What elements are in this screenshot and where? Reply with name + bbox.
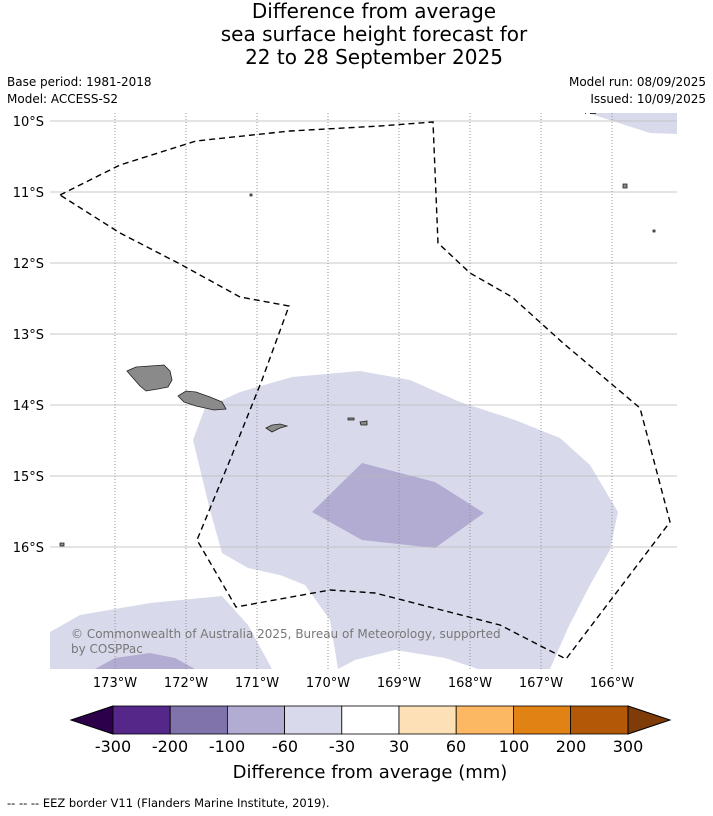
map-area: © Commonwealth of Australia 2025, Bureau… <box>50 113 677 669</box>
colorbar-tick-4: -60 <box>272 737 298 756</box>
islet-3 <box>652 229 656 233</box>
lat-label-11s: 11°S <box>13 186 44 201</box>
colorbar-high-extend <box>627 705 672 735</box>
colorbar-tick-9: 200 <box>556 737 587 756</box>
colorbar-tick-10: 300 <box>613 737 644 756</box>
colorbar-bin-4 <box>284 705 343 735</box>
anomaly-region-light-northeast <box>588 113 677 134</box>
eez-footnote: -- -- -- EEZ border V11 (Flanders Marine… <box>7 796 330 810</box>
colorbar-bin-6 <box>398 705 457 735</box>
colorbar-tick-7: 60 <box>446 737 466 756</box>
lat-label-15s: 15°S <box>13 470 44 485</box>
lon-label-172w: 172°W <box>164 676 208 691</box>
lon-label-169w: 169°W <box>377 676 421 691</box>
islet-1 <box>249 193 253 197</box>
colorbar-low-extend <box>69 705 114 735</box>
colorbar-title: Difference from average (mm) <box>233 762 508 783</box>
base-period: Base period: 1981-2018 <box>7 75 152 89</box>
colorbar-bin-9 <box>570 705 629 735</box>
latitude-gridlines <box>50 120 677 548</box>
upolu-island <box>177 390 227 411</box>
tau-island <box>359 420 368 426</box>
colorbar-bin-7 <box>455 705 514 735</box>
colorbar-tick-2: -200 <box>152 737 188 756</box>
colorbar-bin-8 <box>513 705 572 735</box>
colorbar-tick-5: -30 <box>329 737 355 756</box>
title-line-3: 22 to 28 September 2025 <box>245 45 503 69</box>
longitude-labels: 173°W 172°W 171°W 170°W 169°W 168°W 167°… <box>93 676 634 691</box>
lon-label-168w: 168°W <box>448 676 492 691</box>
colorbar-bin-3 <box>226 705 285 735</box>
islet-2 <box>622 183 628 189</box>
lat-label-16s: 16°S <box>13 541 44 556</box>
anomaly-region-mid-central <box>312 463 484 548</box>
lon-label-167w: 167°W <box>519 676 563 691</box>
ofu-island <box>347 417 355 421</box>
latitude-labels: 10°S 11°S 12°S 13°S 14°S 15°S 16°S <box>13 115 44 556</box>
lon-label-170w: 170°W <box>306 676 350 691</box>
model-run: Model run: 08/09/2025 <box>568 75 706 89</box>
title-line-1: Difference from average <box>251 0 497 23</box>
colorbar-tick-8: 100 <box>499 737 530 756</box>
colorbar-tick-1: -300 <box>95 737 131 756</box>
lat-label-14s: 14°S <box>13 399 44 414</box>
tutuila-island <box>265 423 289 433</box>
lat-label-13s: 13°S <box>13 328 44 343</box>
savaii-island <box>126 364 173 392</box>
anomaly-region-mid-south <box>95 653 195 669</box>
copyright-line-2: by COSPPac <box>71 642 143 656</box>
anomaly-region-light-south <box>50 596 272 669</box>
title-line-2: sea surface height forecast for <box>220 22 528 46</box>
copyright-line-1: © Commonwealth of Australia 2025, Bureau… <box>71 627 501 641</box>
colorbar-ticks: -300 -200 -100 -60 -30 30 60 100 200 300 <box>95 737 643 756</box>
lon-label-173w: 173°W <box>93 676 137 691</box>
lat-label-10s: 10°S <box>13 115 44 130</box>
islands <box>59 183 656 547</box>
colorbar-bin-2 <box>169 705 228 735</box>
lat-label-12s: 12°S <box>13 257 44 272</box>
issued-date: Issued: 10/09/2025 <box>590 92 706 106</box>
eez-border <box>59 121 671 660</box>
colorbar <box>69 705 672 735</box>
meta-left: Base period: 1981-2018 Model: ACCESS-S2 <box>7 74 152 108</box>
colorbar-bin-5 <box>341 705 400 735</box>
model-name: Model: ACCESS-S2 <box>7 92 119 106</box>
colorbar-tick-6: 30 <box>389 737 409 756</box>
meta-right: Model run: 08/09/2025 Issued: 10/09/2025 <box>569 74 706 108</box>
colorbar-tick-3: -100 <box>209 737 245 756</box>
islet-4 <box>59 542 65 547</box>
lon-label-171w: 171°W <box>235 676 279 691</box>
chart-title: Difference from average sea surface heig… <box>0 0 713 69</box>
colorbar-bin-1 <box>112 705 171 735</box>
lon-label-166w: 166°W <box>590 676 634 691</box>
